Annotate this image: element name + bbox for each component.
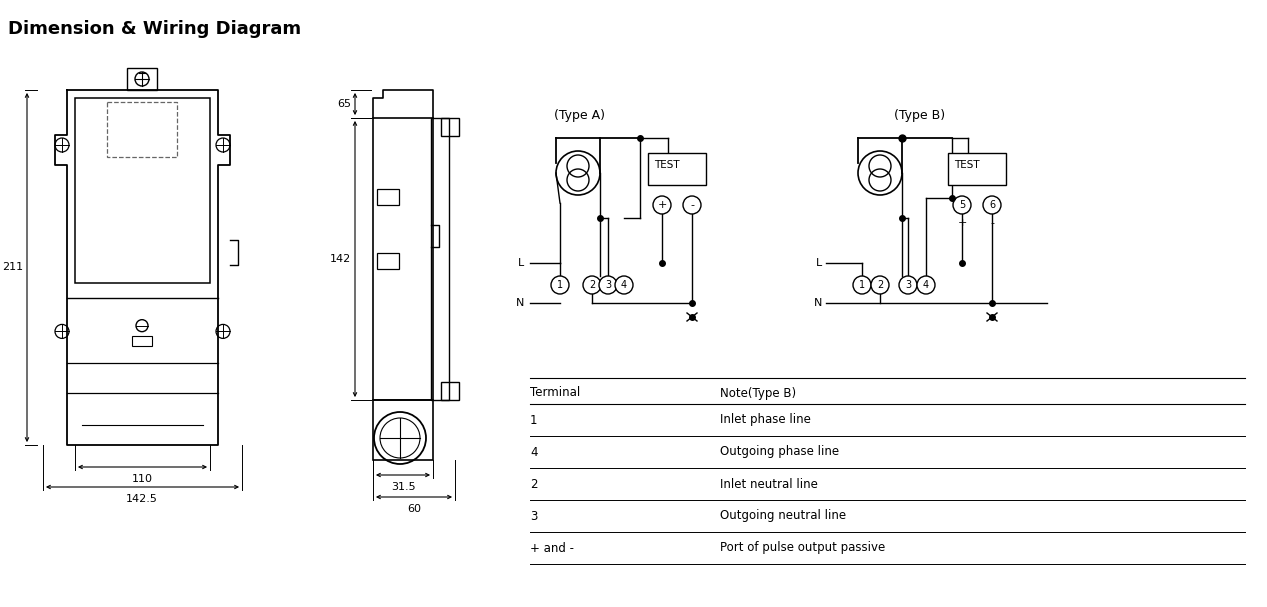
- Text: Note(Type B): Note(Type B): [720, 387, 796, 399]
- Text: Inlet phase line: Inlet phase line: [720, 413, 811, 427]
- Text: 211: 211: [1, 262, 23, 272]
- Text: 6: 6: [990, 200, 995, 210]
- Text: TEST: TEST: [954, 160, 979, 170]
- Bar: [127, 68, 157, 90]
- Text: 142: 142: [329, 254, 351, 264]
- Text: (Type A): (Type A): [555, 109, 606, 121]
- Text: 3: 3: [530, 509, 537, 523]
- Circle shape: [953, 196, 971, 214]
- Bar: [378, 253, 399, 270]
- Text: 1: 1: [557, 280, 563, 290]
- Text: -: -: [691, 200, 694, 210]
- Circle shape: [853, 276, 870, 294]
- Text: Port of pulse output passive: Port of pulse output passive: [720, 541, 886, 555]
- Text: 31.5: 31.5: [390, 482, 416, 492]
- Bar: [647, 153, 706, 185]
- Bar: [378, 189, 399, 205]
- Bar: [441, 118, 459, 136]
- Circle shape: [583, 276, 601, 294]
- Text: 110: 110: [132, 474, 152, 484]
- Text: 5: 5: [959, 200, 965, 210]
- Text: Terminal: Terminal: [530, 387, 580, 399]
- Circle shape: [983, 196, 1001, 214]
- Text: Outgoing phase line: Outgoing phase line: [720, 446, 839, 458]
- Text: N: N: [813, 298, 822, 308]
- Circle shape: [683, 196, 701, 214]
- Bar: [132, 336, 152, 345]
- Bar: [441, 382, 459, 400]
- Text: Inlet neutral line: Inlet neutral line: [720, 478, 818, 490]
- Text: Dimension & Wiring Diagram: Dimension & Wiring Diagram: [8, 20, 302, 38]
- Bar: [372, 118, 433, 400]
- Bar: [372, 400, 433, 460]
- Text: + and -: + and -: [530, 541, 574, 555]
- Text: (Type B): (Type B): [895, 109, 945, 121]
- Text: L: L: [816, 258, 822, 268]
- Text: 2: 2: [877, 280, 883, 290]
- Circle shape: [870, 276, 889, 294]
- Text: +: +: [958, 218, 967, 228]
- Text: L: L: [518, 258, 525, 268]
- Text: 4: 4: [922, 280, 929, 290]
- Circle shape: [614, 276, 634, 294]
- Text: 60: 60: [407, 504, 421, 514]
- Text: 4: 4: [621, 280, 627, 290]
- Bar: [106, 102, 177, 157]
- Circle shape: [551, 276, 569, 294]
- Circle shape: [599, 276, 617, 294]
- Text: 3: 3: [604, 280, 611, 290]
- Text: +: +: [658, 200, 666, 210]
- Text: 4: 4: [530, 446, 537, 458]
- Circle shape: [917, 276, 935, 294]
- Text: -: -: [990, 218, 995, 228]
- Circle shape: [900, 276, 917, 294]
- Text: 142.5: 142.5: [125, 494, 158, 504]
- Text: 65: 65: [337, 99, 351, 109]
- Bar: [431, 118, 449, 400]
- Circle shape: [653, 196, 672, 214]
- Text: N: N: [516, 298, 525, 308]
- Text: 2: 2: [589, 280, 595, 290]
- Text: 1: 1: [859, 280, 865, 290]
- Bar: [948, 153, 1006, 185]
- Text: 2: 2: [530, 478, 537, 490]
- Text: TEST: TEST: [654, 160, 679, 170]
- Text: 3: 3: [905, 280, 911, 290]
- Text: Outgoing neutral line: Outgoing neutral line: [720, 509, 846, 523]
- Text: 1: 1: [530, 413, 537, 427]
- Bar: [75, 98, 210, 283]
